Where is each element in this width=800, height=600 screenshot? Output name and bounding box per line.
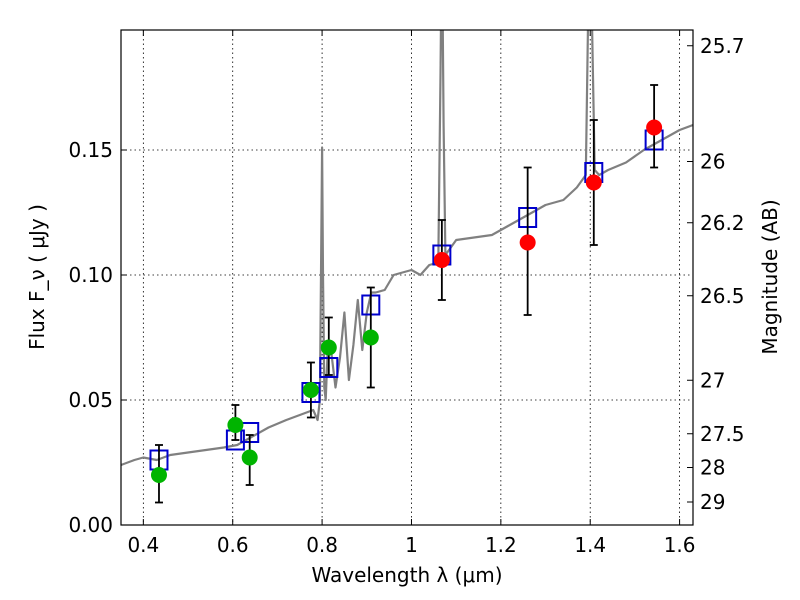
optical-flux-point — [320, 339, 337, 356]
x-axis-label: Wavelength λ (μm) — [311, 563, 502, 587]
grid-lines — [121, 30, 693, 526]
axis-ticks: 0.4 0.6 0.8 1 1.2 1.4 1.6 0.00 0.05 0.10 0.15 25.7 2… — [68, 30, 745, 557]
nir-flux-point — [433, 252, 450, 268]
x-tick-label: 0.4 — [127, 533, 159, 557]
x-tick-label: 0.8 — [306, 533, 338, 557]
y2-tick-label: 26 — [700, 150, 725, 174]
y-tick-label: 0.05 — [68, 388, 113, 412]
y2-tick-label: 29 — [700, 490, 725, 514]
nir-flux-point — [519, 234, 536, 251]
spectrum-layer — [121, 30, 693, 467]
optical-flux-point — [227, 417, 244, 433]
optical-flux-point — [241, 449, 258, 466]
plot-frame — [120, 29, 694, 526]
y-axis-label: Flux F_ν ( μJy ) — [25, 204, 49, 350]
y-tick-label: 0.00 — [68, 513, 113, 537]
nir-flux-point — [585, 174, 602, 191]
x-tick-label: 0.6 — [217, 533, 249, 557]
optical-flux-point — [362, 329, 379, 346]
optical-flux-point — [150, 467, 167, 483]
y2-tick-label: 26.5 — [700, 284, 745, 308]
y2-tick-label: 25.7 — [700, 34, 745, 58]
x-tick-label: 1.2 — [485, 533, 517, 557]
photometry-markers — [149, 84, 664, 504]
y2-tick-label: 26.2 — [700, 211, 745, 235]
x-tick-label: 1 — [405, 533, 418, 557]
y2-tick-label: 27.5 — [700, 422, 745, 446]
optical-flux-point — [302, 382, 319, 398]
y2-tick-label: 28 — [700, 456, 725, 480]
nir-flux-point — [646, 119, 663, 136]
x-tick-label: 1.6 — [664, 533, 696, 557]
y-tick-label: 0.15 — [68, 138, 113, 162]
y2-axis-label: Magnitude (AB) — [758, 199, 782, 354]
spectrum-line — [121, 30, 693, 467]
x-tick-label: 1.4 — [574, 533, 606, 557]
y-tick-label: 0.10 — [68, 263, 113, 287]
y2-tick-label: 27 — [700, 368, 725, 392]
